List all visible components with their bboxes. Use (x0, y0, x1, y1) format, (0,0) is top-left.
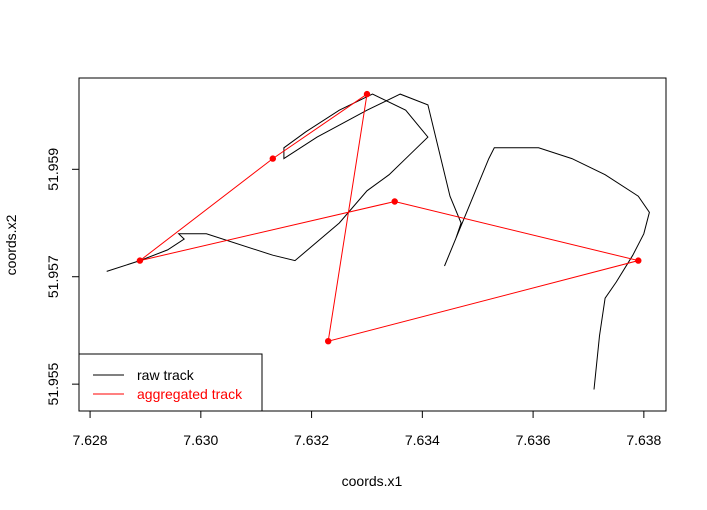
x-tick-label: 7.636 (516, 432, 551, 448)
aggregated-track-point (635, 257, 642, 264)
aggregated-track-point (136, 257, 144, 264)
x-tick-label: 7.628 (73, 432, 108, 448)
legend: raw track aggregated track (78, 353, 263, 412)
x-axis-label: coords.x1 (342, 473, 403, 489)
aggregated-track-point (363, 90, 371, 98)
legend-raw-track-label: raw track (137, 367, 195, 383)
legend-box (78, 353, 263, 412)
aggregated-track-point (269, 155, 276, 162)
y-tick-label: 51.959 (45, 148, 61, 191)
y-tick-label: 51.957 (45, 255, 61, 298)
aggregated-track-point (391, 198, 398, 205)
x-axis-ticks: 7.628 7.630 7.632 7.634 7.636 7.638 (73, 411, 662, 448)
legend-aggregated-track-label: aggregated track (137, 386, 243, 402)
x-tick-label: 7.630 (183, 432, 218, 448)
y-axis-label: coords.x2 (3, 214, 19, 275)
raw-track-line (106, 93, 650, 390)
y-axis-ticks: 51.955 51.957 51.959 (45, 148, 79, 406)
x-tick-label: 7.634 (405, 432, 440, 448)
data-layer (106, 90, 650, 390)
x-tick-label: 7.632 (294, 432, 329, 448)
aggregated-track-point (325, 338, 332, 345)
x-tick-label: 7.638 (626, 432, 661, 448)
y-tick-label: 51.955 (45, 362, 61, 405)
